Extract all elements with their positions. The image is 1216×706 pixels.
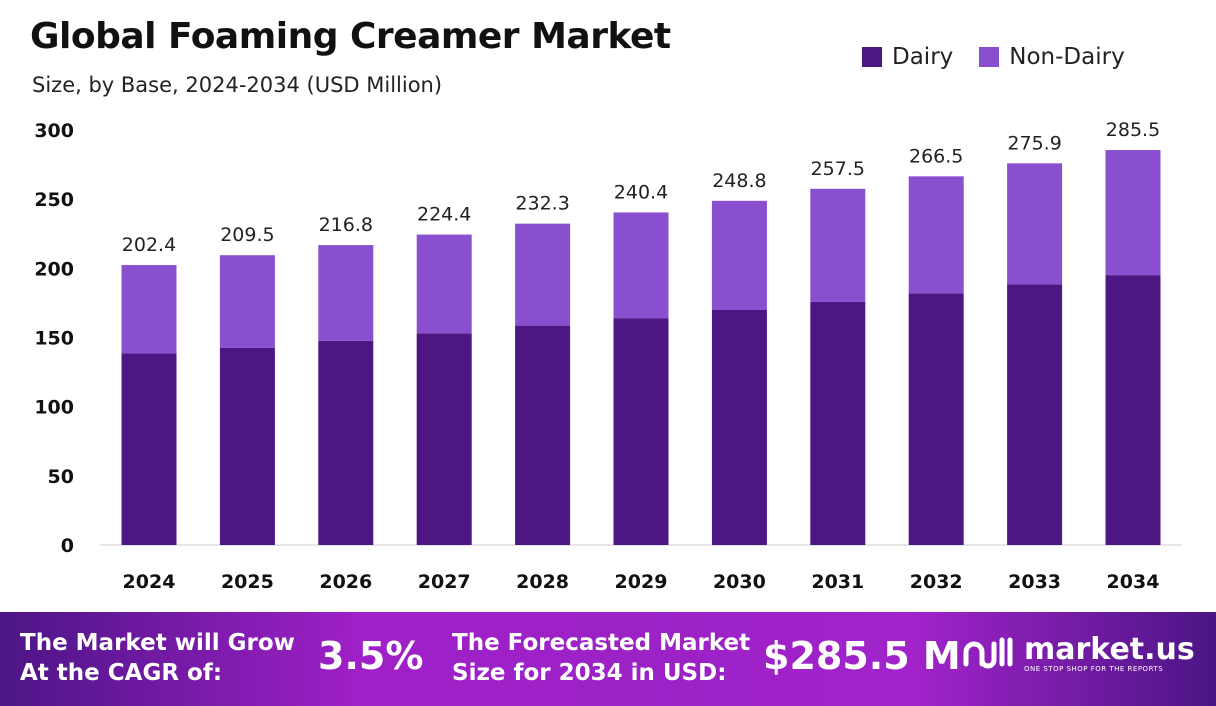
legend-item-dairy: Dairy	[862, 44, 953, 70]
bar-dairy-2024	[121, 353, 177, 545]
x-tick-label: 2028	[516, 571, 569, 593]
cagr-label: The Market will Grow At the CAGR of:	[20, 628, 295, 688]
bar-dairy-2031	[810, 301, 866, 545]
forecast-label-line: Size for 2034 in USD:	[452, 660, 727, 686]
x-tick-label: 2027	[418, 571, 471, 593]
bar-chart: 0 50 100 150 200 250 300 202.4 2024 209.5 2025 216.…	[34, 119, 1182, 593]
forecast-value: $285.5 M	[763, 634, 961, 678]
x-tick-label: 2025	[221, 571, 274, 593]
total-label-2026: 216.8	[319, 214, 373, 236]
x-tick-label: 2031	[811, 571, 864, 593]
bar-dairy-2032	[908, 293, 964, 545]
total-label-2030: 248.8	[712, 170, 766, 192]
total-label-2033: 275.9	[1007, 132, 1061, 154]
y-tick-label: 150	[34, 328, 74, 350]
total-label-2028: 232.3	[515, 193, 569, 215]
x-tick-label: 2024	[123, 571, 176, 593]
x-tick-label: 2029	[615, 571, 668, 593]
brand-tagline: ONE STOP SHOP FOR THE REPORTS	[1024, 665, 1164, 673]
x-tick-label: 2033	[1008, 571, 1061, 593]
bar-dairy-2026	[318, 340, 374, 545]
bar-non-dairy-2030	[711, 200, 767, 310]
bar-non-dairy-2033	[1007, 163, 1063, 285]
x-tick-label: 2034	[1107, 571, 1160, 593]
total-label-2032: 266.5	[909, 145, 963, 167]
total-label-2027: 224.4	[417, 204, 471, 226]
brand-logo: market.us ONE STOP SHOP FOR THE REPORTS	[962, 634, 1195, 674]
y-tick-label: 100	[34, 397, 74, 419]
forecast-label-line: The Forecasted Market	[452, 630, 751, 656]
bar-dairy-2029	[613, 318, 669, 545]
x-tick-label: 2032	[910, 571, 963, 593]
y-tick-label: 250	[34, 189, 74, 211]
total-label-2034: 285.5	[1106, 119, 1160, 141]
bar-dairy-2033	[1007, 284, 1063, 545]
bar-non-dairy-2034	[1105, 150, 1161, 276]
legend: Dairy Non-Dairy	[862, 44, 1125, 70]
legend-label: Dairy	[892, 44, 954, 70]
bar-non-dairy-2026	[318, 245, 374, 341]
x-tick-label: 2026	[319, 571, 372, 593]
y-tick-label: 300	[34, 120, 74, 142]
bar-dairy-2025	[219, 347, 275, 545]
bar-dairy-2027	[416, 333, 472, 545]
bar-dairy-2034	[1105, 275, 1161, 545]
bar-non-dairy-2032	[908, 176, 964, 294]
bar-dairy-2028	[515, 325, 571, 545]
y-tick-label: 0	[61, 535, 74, 557]
brand-name: market.us	[1024, 632, 1195, 667]
legend-label: Non-Dairy	[1009, 44, 1125, 70]
total-label-2031: 257.5	[811, 158, 865, 180]
legend-swatch-dairy	[862, 47, 882, 67]
bar-non-dairy-2027	[416, 234, 472, 334]
bar-non-dairy-2031	[810, 188, 866, 302]
forecast-label: The Forecasted Market Size for 2034 in US…	[452, 628, 750, 688]
y-tick-label: 50	[48, 466, 74, 488]
y-tick-label: 200	[34, 258, 74, 280]
total-label-2024: 202.4	[122, 234, 176, 256]
bar-non-dairy-2025	[219, 255, 275, 348]
bar-non-dairy-2024	[121, 265, 177, 354]
bar-non-dairy-2029	[613, 212, 669, 319]
chart-subtitle: Size, by Base, 2024-2034 (USD Million)	[32, 73, 443, 97]
total-label-2025: 209.5	[220, 224, 274, 246]
legend-swatch-non-dairy	[979, 47, 1000, 67]
cagr-label-line: At the CAGR of:	[20, 660, 223, 686]
x-tick-label: 2030	[713, 571, 766, 593]
footer-banner: The Market will Grow At the CAGR of: 3.5%…	[0, 612, 1216, 706]
chart-title: Global Foaming Creamer Market	[30, 16, 671, 57]
cagr-label-line: The Market will Grow	[20, 630, 295, 656]
total-label-2029: 240.4	[614, 181, 668, 203]
bar-non-dairy-2028	[515, 223, 571, 326]
legend-item-non-dairy: Non-Dairy	[979, 44, 1125, 70]
bar-dairy-2030	[711, 309, 767, 545]
cagr-value: 3.5%	[318, 634, 424, 678]
market-us-logo-icon	[963, 637, 1013, 669]
